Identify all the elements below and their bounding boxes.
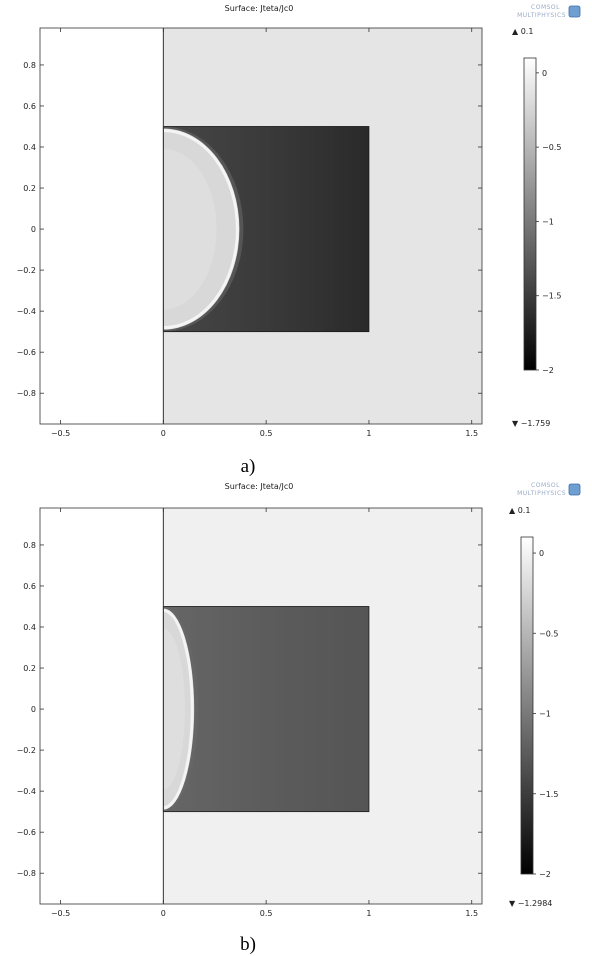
colorbar: ▲ 0.1 0 −0.5 −1 −1.5 −2 ▼ −1.759 bbox=[512, 27, 561, 428]
colorbar-min-label: ▼ −1.2984 bbox=[509, 899, 552, 908]
inner-core bbox=[163, 628, 185, 790]
y-tick-label: −0.2 bbox=[17, 746, 36, 755]
panel-caption: b) bbox=[240, 934, 256, 955]
x-tick-label: 1 bbox=[366, 429, 371, 438]
x-tick-label: 0 bbox=[161, 909, 166, 918]
colorbar-tick-label: −1.5 bbox=[542, 292, 561, 301]
logo-cube-icon bbox=[568, 483, 581, 496]
x-tick-label: 1.5 bbox=[465, 429, 478, 438]
y-tick-label: −0.6 bbox=[17, 828, 36, 837]
colorbar-max-label: ▲ 0.1 bbox=[512, 27, 533, 36]
colorbar-min-label: ▼ −1.759 bbox=[512, 419, 550, 428]
y-tick-label: 0.2 bbox=[23, 664, 36, 673]
chart-title: Surface: Jteta/Jc0 bbox=[225, 482, 294, 491]
colorbar-gradient bbox=[523, 57, 537, 371]
colorbar-tick-label: −2 bbox=[539, 870, 551, 879]
x-tick-label: 1 bbox=[366, 909, 371, 918]
y-tick-label: 0.8 bbox=[23, 61, 36, 70]
y-tick-label: 0.4 bbox=[23, 623, 36, 632]
colorbar-tick-label: 0 bbox=[542, 69, 547, 78]
plot-frame bbox=[39, 507, 483, 905]
y-tick-label: 0.4 bbox=[23, 143, 36, 152]
y-tick-label: 0 bbox=[31, 705, 36, 714]
inner-core bbox=[163, 148, 217, 310]
y-tick-label: −0.8 bbox=[17, 869, 36, 878]
plot-frame bbox=[39, 27, 483, 425]
y-tick-label: 0 bbox=[31, 225, 36, 234]
logo-text-multiphysics: MULTIPHYSICS bbox=[517, 490, 566, 497]
x-tick-label: 1.5 bbox=[465, 909, 478, 918]
colorbar-tick-label: −1 bbox=[542, 217, 554, 226]
y-tick-label: −0.6 bbox=[17, 348, 36, 357]
chart-title: Surface: Jteta/Jc0 bbox=[225, 4, 294, 13]
colorbar: ▲ 0.1 0 −0.5 −1 −1.5 −2 ▼ −1.2984 bbox=[509, 506, 558, 908]
colorbar-tick-label: −1 bbox=[539, 710, 551, 719]
y-tick-label: −0.2 bbox=[17, 266, 36, 275]
colorbar-tick-label: −1.5 bbox=[539, 790, 558, 799]
y-tick-label: −0.4 bbox=[17, 787, 36, 796]
colorbar-max-label: ▲ 0.1 bbox=[509, 506, 530, 515]
y-tick-label: 0.6 bbox=[23, 102, 36, 111]
x-tick-label: 0.5 bbox=[260, 909, 273, 918]
x-tick-label: 0 bbox=[161, 429, 166, 438]
y-tick-label: −0.4 bbox=[17, 307, 36, 316]
colorbar-tick-label: −0.5 bbox=[539, 629, 558, 638]
colorbar-tick-label: 0 bbox=[539, 549, 544, 558]
colorbar-tick-label: −0.5 bbox=[542, 143, 561, 152]
colorbar-tick-label: −2 bbox=[542, 366, 554, 375]
y-tick-label: 0.6 bbox=[23, 582, 36, 591]
x-tick-label: −0.5 bbox=[51, 909, 70, 918]
flux-free-zone bbox=[163, 126, 244, 332]
logo-text-multiphysics: MULTIPHYSICS bbox=[517, 12, 566, 19]
panel-caption: a) bbox=[241, 456, 256, 477]
y-tick-label: 0.2 bbox=[23, 184, 36, 193]
y-tick-label: −0.8 bbox=[17, 389, 36, 398]
x-tick-label: 0.5 bbox=[260, 429, 273, 438]
logo-text-comsol: COMSOL bbox=[531, 482, 560, 489]
y-tick-label: 0.8 bbox=[23, 541, 36, 550]
bright-rim bbox=[163, 129, 239, 330]
x-tick-label: −0.5 bbox=[51, 429, 70, 438]
logo-text-comsol: COMSOL bbox=[531, 4, 560, 11]
logo-cube-icon bbox=[568, 5, 581, 18]
colorbar-gradient bbox=[520, 536, 534, 875]
